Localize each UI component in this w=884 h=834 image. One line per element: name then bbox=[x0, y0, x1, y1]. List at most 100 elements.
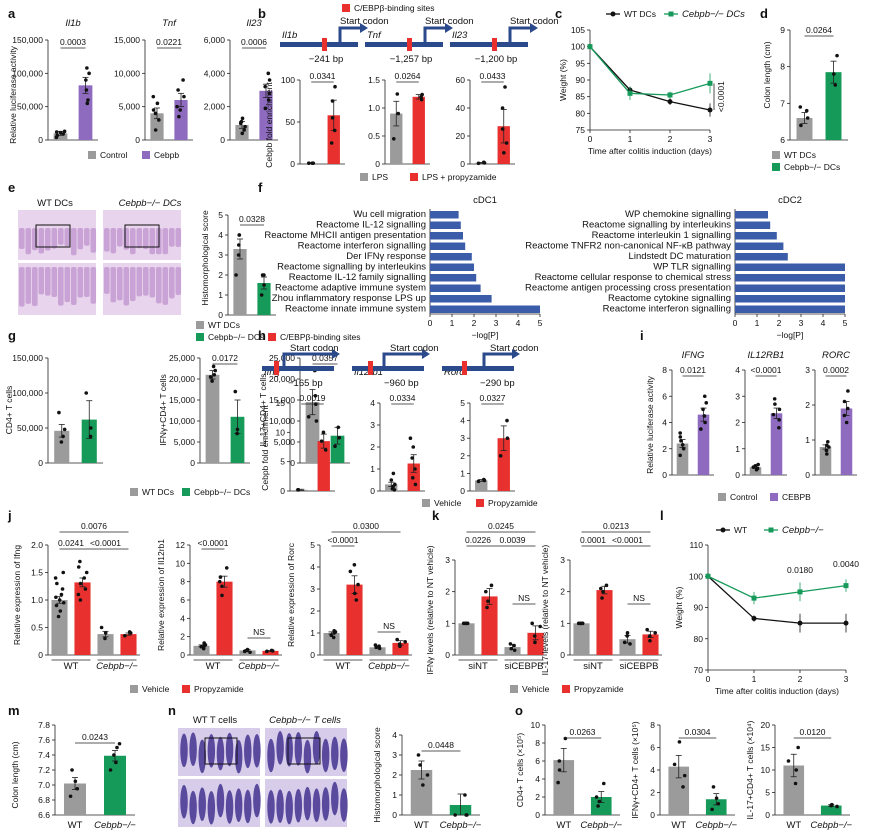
panel-letter-e: e bbox=[8, 180, 15, 195]
g-sub1-ytick-label: 150,000 bbox=[12, 353, 43, 363]
e-tissue-crypt bbox=[51, 228, 58, 249]
f-xtick-label: 1 bbox=[450, 318, 455, 328]
j-sub1-data-point bbox=[58, 609, 63, 613]
b-sub3-ytick-label: 0 bbox=[460, 159, 465, 169]
h-vehicle-legend-label: Vehicle bbox=[434, 498, 462, 508]
b-sub1-data-point bbox=[310, 161, 315, 165]
h-sub2-data-point bbox=[408, 436, 413, 441]
i-sub2-data-point bbox=[777, 425, 781, 430]
b-start-codon-2: Start codon bbox=[425, 16, 474, 27]
j-sub3-data-point bbox=[354, 598, 359, 602]
i-sub2-ytick-label: 4 bbox=[735, 365, 740, 375]
n-tissue-crypt bbox=[331, 781, 339, 816]
i-sub1-ytick-label: 6 bbox=[662, 391, 667, 401]
j-group-wt-3: WT bbox=[336, 661, 351, 672]
l-ytick-label: 110 bbox=[689, 540, 703, 550]
k-sub1-bar-3 bbox=[504, 647, 521, 655]
h-arrowhead-3 bbox=[512, 349, 520, 359]
h-sub2-data-point bbox=[410, 476, 415, 480]
b-sub3-data-point bbox=[482, 160, 486, 165]
panel-letter-b: b bbox=[258, 6, 266, 21]
j-sub2-data-point bbox=[217, 579, 222, 584]
f-bar bbox=[430, 232, 463, 240]
k-sub2-b-p-value: 0.0001 bbox=[580, 535, 606, 545]
l-xtick-label: 0 bbox=[706, 674, 711, 684]
b-gene-line-2 bbox=[365, 42, 443, 47]
j-sub2-ytick-label: 6 bbox=[180, 595, 185, 605]
b-sub3-data-point bbox=[503, 85, 507, 89]
o-sub2-bar-1 bbox=[668, 766, 690, 815]
c-point bbox=[587, 44, 593, 50]
b-sub3-data-point bbox=[502, 151, 506, 155]
d-ytick-label: 6 bbox=[780, 135, 785, 145]
i-sub3-data-point bbox=[825, 439, 830, 444]
o-ylabel-3: IL-17+CD4+ T cells (×10⁴) bbox=[745, 720, 755, 819]
k-sub1-data-point bbox=[512, 643, 516, 648]
i-sub2-ytick-label: 1 bbox=[735, 444, 740, 454]
e-tissue-crypt bbox=[136, 228, 143, 249]
j-sub2-bar-4 bbox=[262, 650, 279, 655]
m-data-point bbox=[68, 794, 73, 799]
b-sub3-data-point bbox=[476, 161, 481, 166]
b-sub2-data-point bbox=[419, 97, 424, 102]
o-xlabel-ko-1: Cebpb−/− bbox=[580, 820, 622, 831]
j-sub1-ytick-label: 0.5 bbox=[31, 623, 43, 633]
j-sub2-data-point bbox=[218, 575, 223, 579]
o-sub1-data-point bbox=[563, 736, 568, 741]
g-sub3-data-point bbox=[336, 425, 341, 430]
d-data-point bbox=[804, 108, 809, 113]
e-tissue-crypt bbox=[110, 267, 117, 303]
k-vehicle-legend-swatch bbox=[510, 685, 518, 693]
n-tissue-crypt bbox=[321, 787, 330, 821]
h-sub3-data-point bbox=[476, 479, 481, 484]
i-sub1-ytick-label: 4 bbox=[662, 418, 667, 428]
l-xtick-label: 3 bbox=[844, 674, 849, 684]
j-sub3-data-point bbox=[353, 591, 357, 596]
o-ylabel-2: IFNγ+CD4+ T cells (×10⁵) bbox=[630, 721, 640, 819]
a-sub1-data-point bbox=[62, 129, 67, 134]
f-xtick-label: 4 bbox=[516, 318, 521, 328]
a-sub3-data-point bbox=[240, 116, 245, 121]
panel-letter-d: d bbox=[760, 6, 768, 21]
j-sub1-data-point bbox=[59, 592, 64, 597]
f-bar bbox=[735, 211, 768, 219]
j-sub3-data-point bbox=[373, 643, 378, 647]
a-sub1-data-point bbox=[55, 133, 60, 138]
k-sub1-a-p-value: 0.0245 bbox=[488, 521, 514, 531]
e-tissue-crypt bbox=[117, 267, 123, 301]
d-bar-1 bbox=[796, 118, 813, 140]
e-data-point bbox=[262, 273, 266, 277]
m-data-point bbox=[112, 753, 116, 757]
b-start-codon-3: Start codon bbox=[510, 16, 559, 27]
h-sub3-ytick-label: 2 bbox=[460, 451, 465, 461]
g-sub1-bar-1 bbox=[54, 430, 70, 463]
g-sub3-bar-2 bbox=[330, 435, 345, 463]
g-sub2-ytick-label: 0 bbox=[190, 458, 195, 468]
n-tissue-crypt bbox=[207, 790, 216, 825]
a-sub2-data-point bbox=[151, 108, 156, 112]
k-sub2-bar-1 bbox=[573, 623, 590, 655]
e-data-point bbox=[237, 233, 242, 237]
h-sub3-data-point bbox=[498, 454, 503, 458]
i-sub2-data-point bbox=[777, 418, 781, 422]
j-sub1-data-point bbox=[99, 625, 104, 630]
e-bar-2 bbox=[257, 283, 271, 315]
c-xtick-label: 0 bbox=[588, 134, 593, 144]
h-vehicle-legend-swatch bbox=[422, 499, 430, 507]
f-category-label: Lindstedt DC maturation bbox=[629, 251, 731, 262]
k-sub2-data-point bbox=[648, 638, 652, 643]
k-sub1-data-point bbox=[463, 621, 468, 626]
a-sub1-data-point bbox=[54, 130, 59, 134]
f-category-label: Reactome interleukin 1 signalling bbox=[592, 230, 731, 241]
g-sub1-data-point bbox=[61, 434, 65, 439]
n-tissue-crypt bbox=[244, 789, 252, 824]
e-tissue-crypt bbox=[136, 267, 143, 297]
h-site-pos-2: −960 bp bbox=[384, 378, 419, 389]
g-wt-legend-swatch bbox=[130, 488, 138, 496]
g-sub3-data-point bbox=[313, 394, 318, 398]
d-ko-legend-label: Cebpb−/− DCs bbox=[784, 162, 840, 172]
n-img-label-ko: Cebpb−/− T cells bbox=[269, 715, 341, 726]
e-tissue-crypt bbox=[175, 267, 182, 296]
l-ytick-label: 80 bbox=[694, 634, 704, 644]
h-start-arrow-1 bbox=[282, 352, 334, 368]
